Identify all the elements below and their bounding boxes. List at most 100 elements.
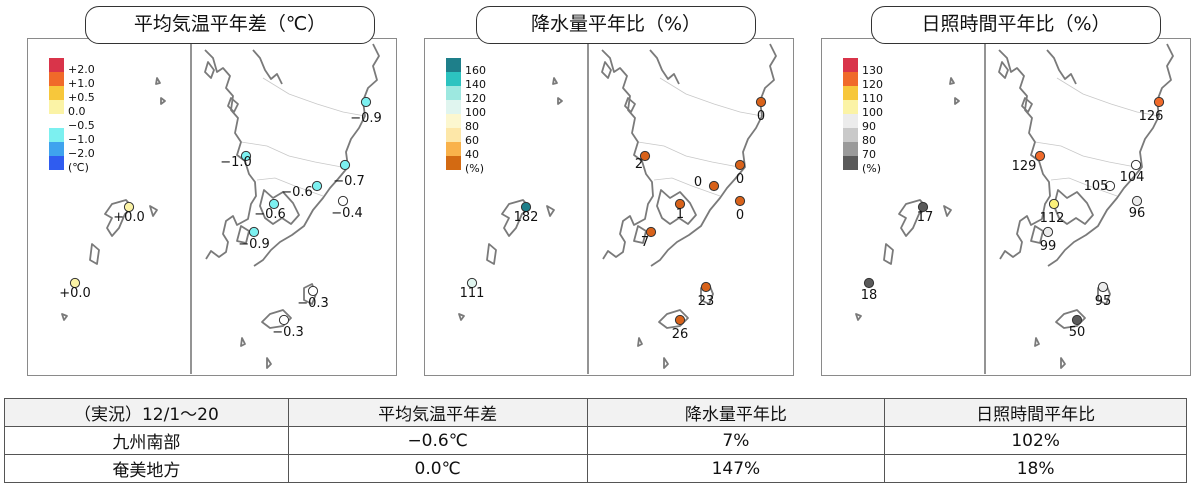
legend-swatch [446, 114, 461, 128]
station-value-label: 126 [1139, 109, 1164, 124]
station-marker: +0.0 [113, 201, 145, 225]
station-value-label: −0.9 [238, 237, 270, 252]
panel-title: 平均気温平年差（℃） [85, 6, 375, 44]
legend-label: (%) [465, 162, 485, 175]
legend-label: 40 [465, 148, 479, 161]
station-value-label: −0.6 [254, 207, 286, 222]
legend-item: 140 [446, 72, 526, 90]
sunshine-map-panel: 日照時間平年比（%） 126 129 105 104 112 96 99 17 18 95 50 1… [821, 0, 1191, 376]
station-value-label: 2 [635, 157, 643, 172]
map-frame [821, 38, 1191, 376]
legend-label: 130 [862, 64, 883, 77]
legend-label: 100 [862, 106, 883, 119]
table-row: 九州南部 −0.6℃ 7% 102% [4, 426, 1187, 455]
station-marker: −0.3 [272, 314, 304, 340]
legend-item: −0.5 [49, 114, 129, 132]
station-marker: 50 [1069, 314, 1085, 340]
station-value-label: 182 [514, 210, 539, 225]
coastline [160, 97, 166, 105]
legend-swatch [49, 100, 64, 114]
station-value-label: +0.0 [113, 210, 145, 225]
legend-item: (℃) [49, 156, 129, 174]
legend-swatch [49, 156, 64, 170]
legend-swatch [843, 86, 858, 100]
station-marker: 99 [1040, 226, 1057, 254]
station-dot [674, 314, 686, 326]
station-dot [700, 281, 712, 293]
station-value-label: 23 [698, 294, 715, 309]
station-value-label: 0 [694, 175, 702, 190]
legend-item: 160 [446, 58, 526, 76]
coastline [663, 357, 669, 369]
station-marker: −0.6 [254, 198, 286, 222]
station-dot [278, 314, 290, 326]
legend-swatch [843, 156, 858, 170]
station-marker: +0.0 [59, 277, 91, 301]
station-value-label: 17 [917, 210, 934, 225]
legend-item: +2.0 [49, 58, 129, 75]
station-marker: 112 [1040, 198, 1064, 226]
coastline [61, 313, 68, 321]
coastline [1046, 49, 1077, 85]
station-value-label: 99 [1040, 239, 1057, 254]
legend-label: −1.0 [68, 133, 95, 146]
prefecture-border [262, 77, 366, 117]
legend-label: 140 [465, 78, 486, 91]
coastline [1021, 97, 1033, 113]
coastline [656, 189, 697, 225]
table-cell: 102% [884, 426, 1187, 455]
legend-swatch [49, 72, 64, 86]
station-value-label: −0.3 [272, 325, 304, 340]
station-dot [1048, 198, 1060, 210]
station-value-label: 26 [672, 327, 689, 342]
station-dot [337, 195, 349, 207]
map-canvas: 126 129 105 104 112 96 99 17 18 95 50 [855, 43, 1174, 374]
station-value-label: 0 [736, 172, 744, 187]
station-marker: 96 [1129, 195, 1145, 221]
legend-label: (℃) [68, 161, 89, 174]
coastline [658, 309, 689, 329]
legend-swatch [843, 100, 858, 114]
coastline [954, 97, 960, 105]
coastline [637, 337, 643, 347]
table-header-cell: （実況）12/1～20 [4, 398, 289, 427]
prefecture-border [637, 141, 745, 169]
table-cell: 0.0℃ [287, 454, 588, 483]
station-marker: −0.6 [281, 180, 323, 200]
coastline [624, 97, 636, 113]
coastline [650, 43, 777, 267]
legend-swatch [446, 86, 461, 100]
legend-swatch [49, 142, 64, 156]
station-value-label: −0.7 [333, 174, 365, 189]
coastline [883, 243, 894, 265]
coastline [155, 77, 161, 85]
table-header-cell: 日照時間平年比 [884, 398, 1187, 427]
station-dot [1071, 314, 1083, 326]
station-dot [755, 96, 767, 108]
legend-label: −0.5 [68, 119, 95, 132]
station-value-label: 7 [641, 235, 649, 250]
station-marker: 7 [641, 226, 657, 250]
station-marker: 126 [1139, 96, 1165, 124]
station-dot [123, 201, 135, 213]
station-dot [708, 180, 720, 192]
station-dot [1130, 159, 1142, 171]
summary-table: （実況）12/1～20 平均気温平年差 降水量平年比 日照時間平年比 九州南部 … [4, 398, 1187, 483]
station-marker: 0 [734, 159, 746, 187]
table-cell: 18% [884, 454, 1187, 483]
legend-swatch [49, 114, 64, 128]
legend-swatch [446, 72, 461, 86]
legend-item: 60 [446, 128, 526, 146]
map-frame [424, 38, 794, 376]
coastline [1060, 357, 1066, 369]
coastline [149, 205, 158, 217]
station-value-label: 95 [1095, 294, 1112, 309]
table-cell: 7% [586, 426, 886, 455]
legend-item: +1.0 [49, 72, 129, 89]
legend-label: 160 [465, 64, 486, 77]
precipitation-map-panel: 降水量平年比（%） 0 2 0 0 0 1 7 182 111 23 26 160 140 120 … [424, 0, 794, 376]
legend-item: 80 [843, 128, 923, 146]
station-dot [1097, 281, 1109, 293]
coastline [1030, 225, 1044, 244]
coastline [557, 97, 563, 105]
